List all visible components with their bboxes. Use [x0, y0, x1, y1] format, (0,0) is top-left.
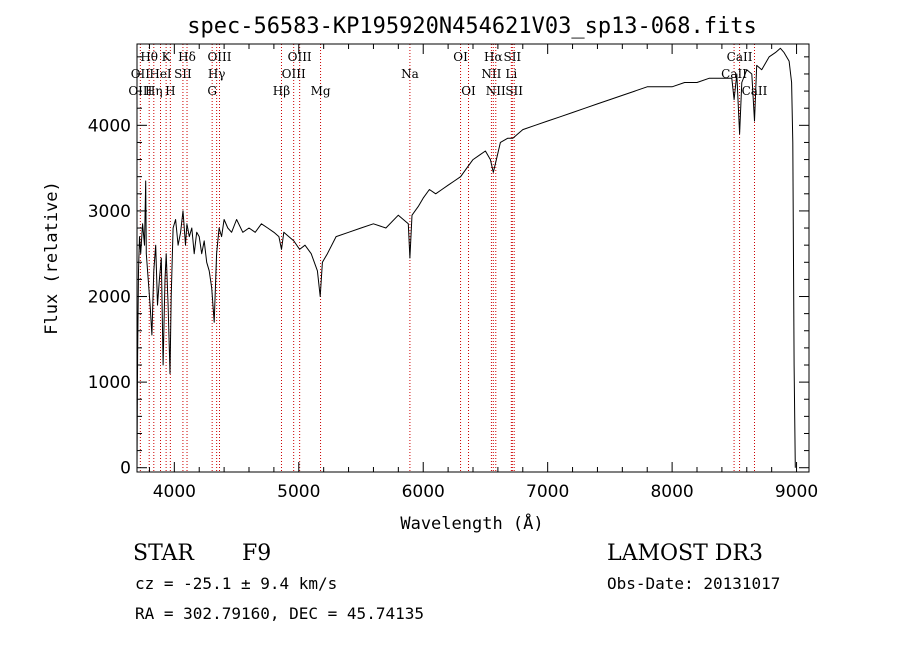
line-label: Li — [505, 67, 517, 81]
line-label: OI — [453, 50, 468, 64]
x-tick-label: 9000 — [775, 482, 818, 502]
line-label: NII — [486, 84, 506, 98]
line-label: Hγ — [208, 67, 226, 81]
line-label: OIII — [282, 67, 306, 81]
spectrum-line — [136, 47, 796, 468]
line-label: K — [162, 50, 172, 64]
y-tick-label: 0 — [120, 459, 131, 479]
coordinates: RA = 302.79160, DEC = 45.74135 — [135, 604, 424, 623]
line-label: HeI — [149, 67, 172, 81]
x-tick-label: 5000 — [277, 482, 320, 502]
object-subclass: F9 — [242, 541, 271, 566]
x-tick-label: 8000 — [650, 482, 693, 502]
line-label: Hβ — [273, 84, 290, 98]
line-label: Mg — [311, 84, 331, 98]
object-class: STAR — [133, 541, 195, 566]
line-label: G — [207, 84, 217, 98]
line-label: SII — [505, 84, 523, 98]
x-tick-label: 6000 — [402, 482, 445, 502]
line-label: Hη — [145, 84, 163, 98]
y-tick-label: 3000 — [88, 202, 131, 222]
x-tick-label: 7000 — [526, 482, 569, 502]
line-label: Hα — [484, 50, 503, 64]
survey-name: LAMOST DR3 — [607, 541, 763, 566]
redshift-velocity: cz = -25.1 ± 9.4 km/s — [135, 574, 337, 593]
line-label: H — [165, 84, 175, 98]
plot-frame — [136, 43, 810, 473]
line-label: OIII — [207, 50, 231, 64]
y-tick-label: 4000 — [88, 116, 131, 136]
y-axis-ticks: 0 1000 2000 3000 4000 — [88, 56, 809, 479]
line-label: CaII — [727, 50, 753, 64]
line-label: CaII — [721, 67, 747, 81]
line-label: Na — [401, 67, 419, 81]
x-axis-ticks: 4000 5000 6000 7000 8000 9000 — [148, 44, 818, 502]
y-tick-label: 2000 — [88, 288, 131, 308]
chart-title: spec-56583-KP195920N454621V03_sp13-068.f… — [187, 14, 757, 39]
line-label: CaII — [742, 84, 768, 98]
y-axis-label: Flux (relative) — [42, 181, 62, 335]
observation-date: Obs-Date: 20131017 — [607, 574, 780, 593]
line-label: SII — [174, 67, 192, 81]
x-axis-label: Wavelength (Å) — [400, 512, 543, 534]
line-label: OI — [461, 84, 476, 98]
spectrum-series — [136, 47, 796, 468]
x-tick-label: 4000 — [153, 482, 196, 502]
line-label: Hδ — [178, 50, 196, 64]
emission-line-markers — [139, 44, 755, 472]
line-label: NII — [481, 67, 501, 81]
line-label: Hθ — [140, 50, 158, 64]
line-label: SII — [503, 50, 521, 64]
line-label: OIII — [288, 50, 312, 64]
y-tick-label: 1000 — [88, 373, 131, 393]
